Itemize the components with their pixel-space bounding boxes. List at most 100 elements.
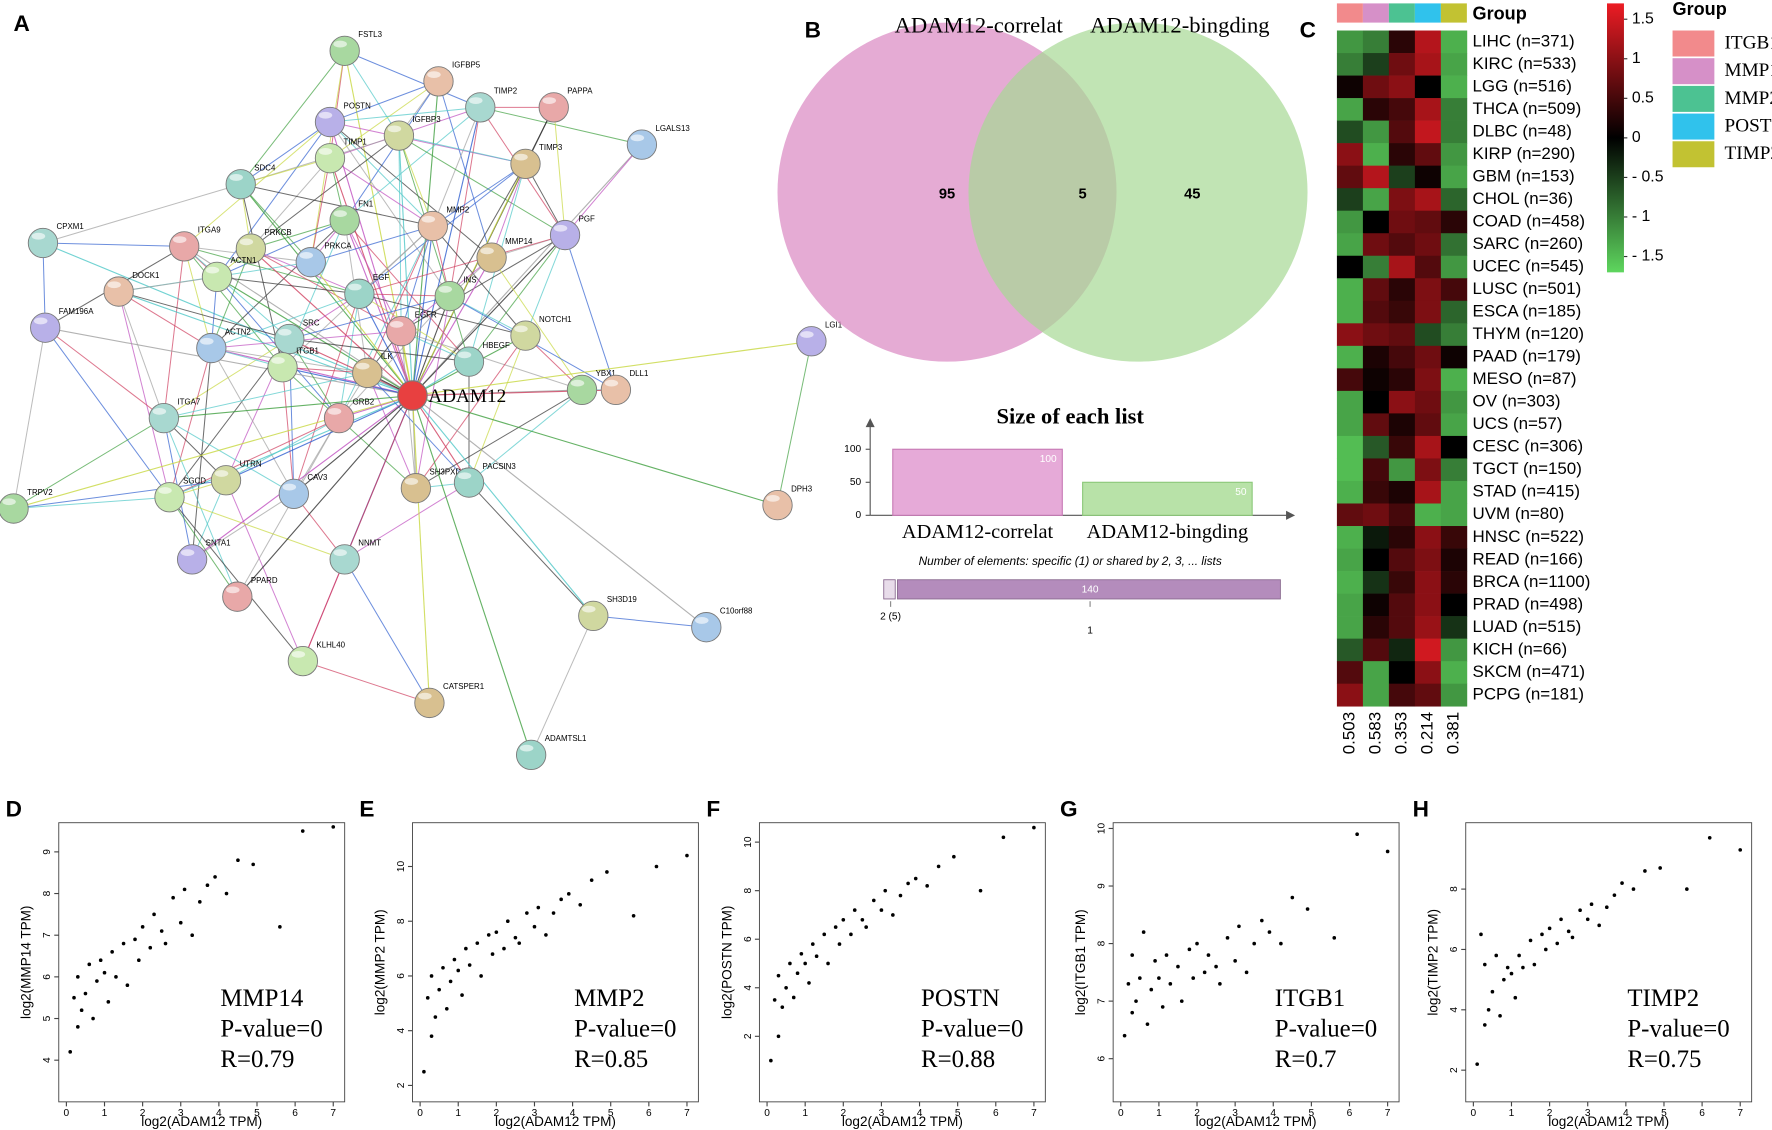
heat-cell [1336, 548, 1364, 572]
x-tick-label: 5 [1309, 1108, 1315, 1119]
node-label: PPARD [251, 576, 278, 585]
heat-cell [1388, 143, 1416, 166]
y-axis-label: log2(ITGB1 TPM) [1073, 909, 1088, 1015]
y-tick-label: 6 [396, 973, 407, 979]
point [1570, 935, 1575, 940]
point [871, 898, 876, 903]
node [196, 332, 227, 364]
edge [564, 144, 643, 236]
point [1528, 938, 1533, 943]
x-tick-label: 6 [993, 1108, 999, 1119]
heat-cell [1336, 661, 1364, 685]
heat-cell [1414, 233, 1442, 257]
edge [432, 163, 526, 227]
heat-cell [1336, 278, 1364, 302]
point [1145, 1022, 1150, 1026]
x-tick-label: 4 [570, 1108, 576, 1119]
strip-segment [897, 579, 1281, 600]
colorbar-label: - 0.5 [1632, 169, 1664, 186]
panel-label: G [1060, 796, 1078, 821]
colorbar-label: - 1.5 [1632, 248, 1664, 265]
row-label: TGCT (n=150) [1473, 459, 1582, 478]
heat-cell [1336, 345, 1364, 369]
legend-label: MMP14 [1725, 60, 1772, 81]
legend-swatch [1672, 30, 1715, 57]
edge [310, 158, 331, 263]
point [1134, 999, 1138, 1003]
point [1479, 932, 1483, 937]
node [510, 320, 541, 351]
edge [411, 257, 493, 396]
edge [302, 395, 414, 662]
y-axis-label: log2(TIMP2 TPM) [1426, 909, 1441, 1016]
edge [491, 163, 526, 258]
node-shine [582, 605, 596, 613]
annotation: R=0.79 [220, 1046, 294, 1073]
point [133, 937, 137, 942]
node [278, 478, 309, 509]
point [772, 998, 777, 1002]
x-tick-label: 6 [1699, 1108, 1705, 1119]
edge [411, 107, 481, 396]
node-label: SGCD [183, 477, 206, 486]
edge [411, 225, 434, 396]
point [178, 920, 183, 925]
panel-label: C [1300, 18, 1316, 43]
node [154, 482, 185, 513]
heat-cell [1414, 413, 1442, 437]
row-label: CESC (n=306) [1473, 437, 1584, 456]
point [1502, 977, 1506, 982]
point [486, 933, 491, 937]
heat-cell [1414, 616, 1442, 639]
point [159, 929, 164, 933]
x-tick-label: 0 [1118, 1108, 1124, 1119]
node-shine [468, 97, 483, 104]
point [788, 961, 792, 966]
row-label: LGG (n=516) [1473, 76, 1572, 95]
edge [398, 135, 434, 227]
x-tick-label: 4 [917, 1108, 923, 1119]
point [913, 876, 918, 881]
point [1505, 965, 1510, 970]
y-tick-label: 10 [743, 836, 754, 848]
point [251, 862, 255, 867]
node [329, 205, 360, 236]
legend-label: POSTN [1725, 116, 1772, 137]
edge [359, 234, 566, 295]
x-axis-label: log2(ADAM12 TPM) [842, 1114, 963, 1129]
y-tick-label: 4 [42, 1057, 53, 1063]
edge [183, 121, 331, 247]
plot-frame [412, 822, 699, 1103]
heat-cell [1440, 300, 1468, 324]
heat-cell [1388, 593, 1416, 617]
y-tick-label: 6 [1449, 946, 1460, 952]
node-label: SRC [303, 318, 320, 327]
row-label: KICH (n=66) [1473, 639, 1568, 658]
point [784, 985, 788, 990]
edge [329, 80, 439, 123]
node-label: FN1 [358, 200, 374, 209]
edge [530, 615, 594, 756]
edge [412, 234, 566, 396]
node [600, 374, 632, 406]
annotation: MMP14 [220, 985, 303, 1012]
edge [236, 395, 413, 598]
heat-cell [1336, 593, 1364, 617]
point [163, 941, 168, 946]
x-tick-label: 4 [216, 1108, 222, 1119]
node [148, 402, 180, 434]
edge [432, 225, 526, 336]
node-shine [31, 232, 46, 240]
heat-cell [1440, 638, 1468, 662]
point [589, 878, 594, 882]
point [1157, 976, 1161, 980]
row-label: LUSC (n=501) [1473, 279, 1582, 298]
node [30, 312, 61, 343]
heat-cell [1388, 503, 1416, 527]
node-label: NNMT [358, 539, 381, 548]
node-label: ITGA7 [177, 397, 200, 406]
point [1543, 947, 1548, 952]
point [822, 932, 827, 937]
heat-cell [1336, 233, 1364, 257]
heat-cell [1362, 255, 1390, 279]
